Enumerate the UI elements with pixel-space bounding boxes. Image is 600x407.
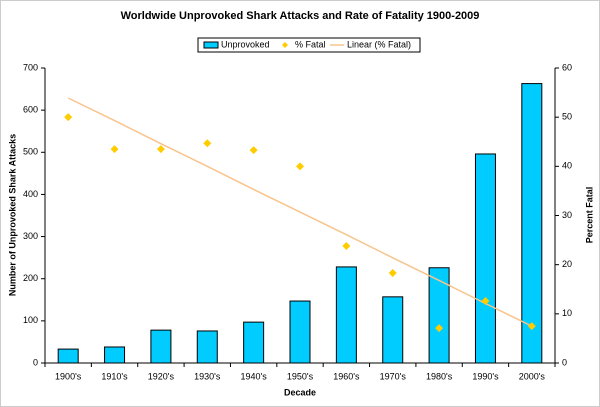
y2-axis-title: Percent Fatal [584,187,594,244]
point [156,145,165,154]
point [249,146,258,155]
legend-label: % Fatal [295,39,326,49]
y-tick-label: 200 [23,273,38,283]
bar [150,329,172,364]
x-tick-label: 1970's [380,371,407,381]
trend-line [67,97,533,327]
x-tick-label: 1960's [333,371,360,381]
bar [474,153,496,364]
bar [104,346,126,364]
y-tick-label: 0 [33,357,38,367]
bar [521,83,543,364]
x-axis-title: Decade [284,387,316,397]
bar [289,300,311,364]
bar [196,330,218,364]
legend-swatch [203,41,219,49]
y-tick-label: 600 [23,105,38,115]
y2-tick-label: 10 [562,308,572,318]
x-tick-label: 1910's [101,371,128,381]
bar [57,348,79,364]
y2-tick-label: 20 [562,259,572,269]
bar [335,266,357,364]
y2-tick-label: 50 [562,112,572,122]
x-tick-label: 1930's [194,371,221,381]
y2-tick-label: 0 [562,357,567,367]
point [64,113,73,122]
legend-box [197,37,421,53]
bar [428,267,450,364]
point [203,139,212,148]
legend-swatch [282,42,288,48]
y-tick-label: 100 [23,315,38,325]
x-tick-label: 1950's [287,371,314,381]
chart-title: Worldwide Unprovoked Shark Attacks and R… [121,10,480,22]
x-tick-label: 1920's [148,371,175,381]
y-axis-title: Number of Unprovoked Shark Attacks [7,134,17,296]
y-tick-label: 500 [23,147,38,157]
legend-label: Linear (% Fatal) [347,39,411,49]
x-tick-label: 1940's [241,371,268,381]
x-tick-label: 1980's [426,371,453,381]
point [342,241,351,250]
legend-label: Unprovoked [221,39,270,49]
point [388,269,397,278]
point [110,145,119,154]
bar [382,296,404,364]
y2-tick-label: 60 [562,62,572,72]
point [435,324,444,333]
y2-tick-label: 40 [562,161,572,171]
bar [243,321,265,364]
y-tick-label: 300 [23,231,38,241]
y2-tick-label: 30 [562,210,572,220]
y-tick-label: 700 [23,62,38,72]
y-tick-label: 400 [23,189,38,199]
point [527,322,536,331]
point [481,297,490,306]
x-tick-label: 2000's [519,371,546,381]
x-tick-label: 1900's [55,371,82,381]
point [296,162,304,171]
x-tick-label: 1990's [472,371,499,381]
